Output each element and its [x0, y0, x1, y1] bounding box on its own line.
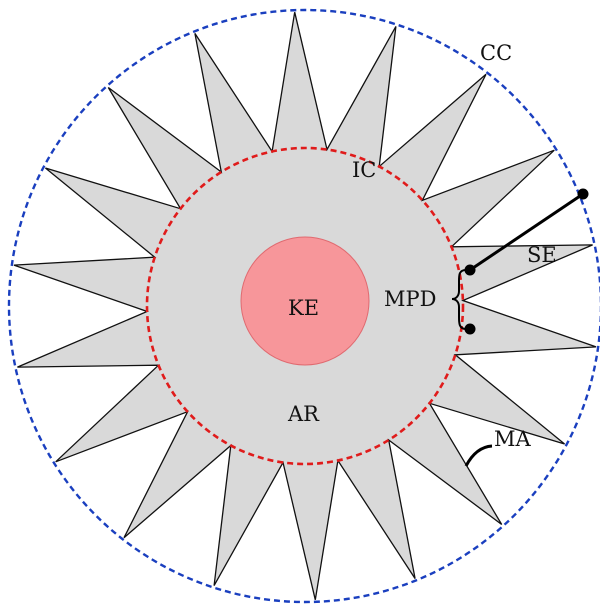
spike-edge-start-dot [464, 264, 476, 276]
kernel-disk [240, 236, 370, 366]
mpd-dot [464, 323, 476, 335]
ke-label: KE [288, 296, 319, 320]
mpd-brace [451, 269, 467, 330]
ic-label: IC [352, 158, 376, 182]
min-angle-arc [464, 444, 493, 467]
cc-label: CC [480, 41, 512, 65]
circumscribed-circle [7, 8, 600, 604]
ma-label: MA [494, 427, 532, 451]
mpd-label: MPD [384, 287, 436, 311]
spike-edge-end-dot [577, 188, 589, 200]
ar-label: AR [287, 402, 320, 426]
se-label: SE [527, 243, 557, 267]
inscribed-circle [145, 146, 465, 466]
spike-edge-segment [469, 192, 584, 272]
